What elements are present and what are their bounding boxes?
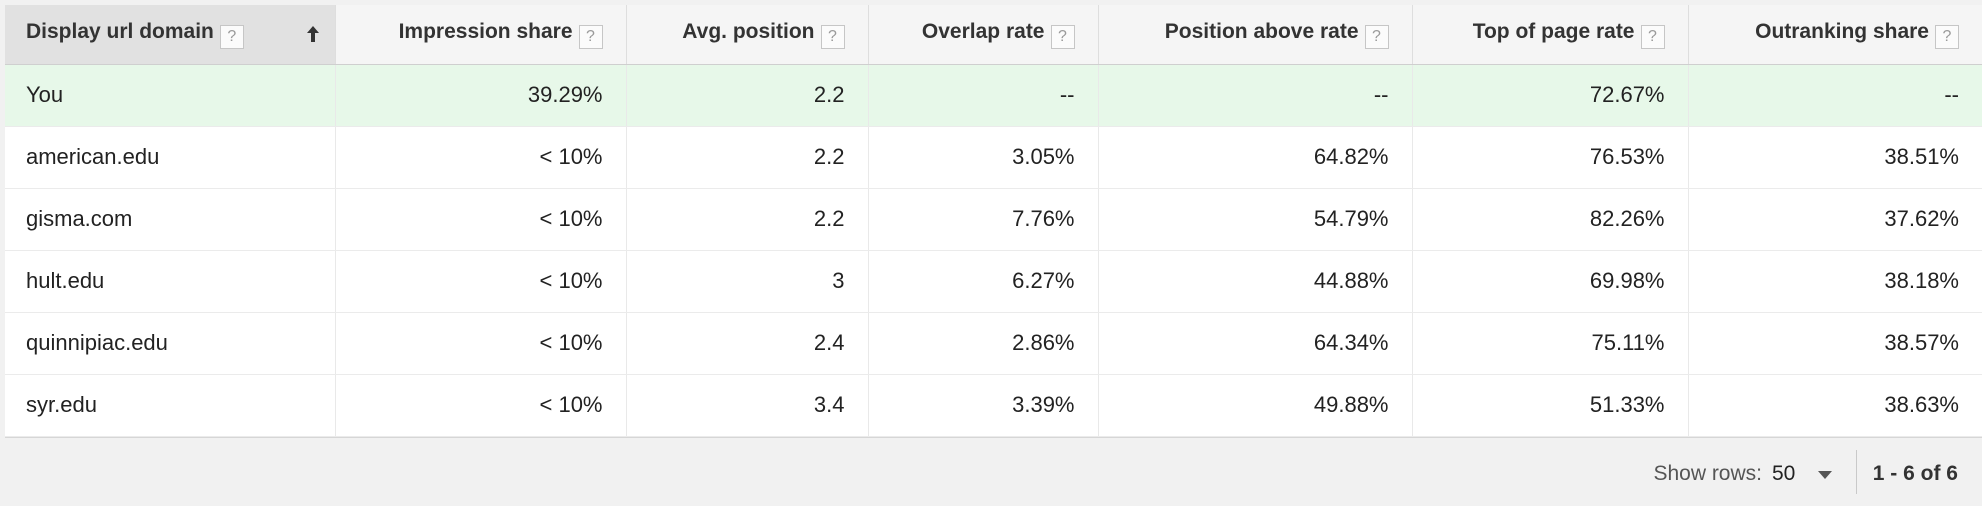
cell-domain: gisma.com bbox=[5, 188, 336, 251]
cell-top-of-page-rate: 51.33% bbox=[1412, 374, 1689, 437]
column-header-label: Outranking share bbox=[1755, 19, 1929, 43]
cell-avg-position: 3.4 bbox=[626, 374, 869, 437]
cell-impression-share: < 10% bbox=[335, 312, 627, 375]
cell-domain: hult.edu bbox=[5, 250, 336, 313]
cell-overlap-rate: 3.39% bbox=[868, 374, 1099, 437]
cell-domain: syr.edu bbox=[5, 374, 336, 437]
cell-top-of-page-rate: 75.11% bbox=[1412, 312, 1689, 375]
cell-impression-share: < 10% bbox=[335, 126, 627, 189]
table-row: gisma.com < 10% 2.2 7.76% 54.79% 82.26% … bbox=[5, 188, 1982, 251]
cell-position-above-rate: 54.79% bbox=[1098, 188, 1413, 251]
help-icon[interactable]: ? bbox=[1364, 24, 1389, 49]
table-header-row: Display url domain? Impression share? Av… bbox=[5, 5, 1982, 65]
column-header-label: Overlap rate bbox=[921, 19, 1045, 43]
help-icon[interactable]: ? bbox=[1640, 24, 1665, 49]
cell-outranking-share: 37.62% bbox=[1688, 188, 1982, 251]
cell-avg-position: 2.2 bbox=[626, 188, 869, 251]
cell-top-of-page-rate: 82.26% bbox=[1412, 188, 1689, 251]
column-header-label: Top of page rate bbox=[1472, 19, 1635, 43]
help-icon[interactable]: ? bbox=[820, 24, 845, 49]
cell-position-above-rate: -- bbox=[1098, 64, 1413, 127]
cell-top-of-page-rate: 72.67% bbox=[1412, 64, 1689, 127]
cell-domain: quinnipiac.edu bbox=[5, 312, 336, 375]
cell-overlap-rate: 6.27% bbox=[868, 250, 1099, 313]
table-row: syr.edu < 10% 3.4 3.39% 49.88% 51.33% 38… bbox=[5, 374, 1982, 437]
chevron-down-icon[interactable] bbox=[1818, 471, 1832, 479]
table-footer: Show rows: 50 1 - 6 of 6 bbox=[5, 437, 1982, 506]
cell-overlap-rate: 2.86% bbox=[868, 312, 1099, 375]
help-icon[interactable]: ? bbox=[578, 24, 603, 49]
column-header-position-above-rate[interactable]: Position above rate? bbox=[1098, 5, 1413, 65]
cell-avg-position: 3 bbox=[626, 250, 869, 313]
column-header-display-url-domain[interactable]: Display url domain? bbox=[5, 5, 336, 65]
help-icon[interactable]: ? bbox=[219, 24, 244, 49]
cell-top-of-page-rate: 69.98% bbox=[1412, 250, 1689, 313]
arrow-up-icon[interactable] bbox=[303, 23, 323, 45]
cell-overlap-rate: 3.05% bbox=[868, 126, 1099, 189]
cell-position-above-rate: 44.88% bbox=[1098, 250, 1413, 313]
cell-overlap-rate: -- bbox=[868, 64, 1099, 127]
column-header-impression-share[interactable]: Impression share? bbox=[335, 5, 627, 65]
cell-domain: You bbox=[5, 64, 336, 127]
footer-divider bbox=[1856, 450, 1857, 494]
table-row: quinnipiac.edu < 10% 2.4 2.86% 64.34% 75… bbox=[5, 312, 1982, 375]
rows-per-page-value: 50 bbox=[1772, 462, 1796, 485]
cell-outranking-share: 38.51% bbox=[1688, 126, 1982, 189]
rows-per-page-select[interactable]: 50 bbox=[1772, 462, 1832, 486]
column-header-avg-position[interactable]: Avg. position? bbox=[626, 5, 869, 65]
cell-outranking-share: 38.57% bbox=[1688, 312, 1982, 375]
column-header-label: Impression share bbox=[398, 19, 573, 43]
column-header-label: Display url domain bbox=[26, 19, 214, 43]
auction-insights-table: Display url domain? Impression share? Av… bbox=[5, 5, 1982, 437]
cell-impression-share: < 10% bbox=[335, 374, 627, 437]
help-icon[interactable]: ? bbox=[1935, 24, 1959, 49]
cell-avg-position: 2.2 bbox=[626, 64, 869, 127]
cell-avg-position: 2.2 bbox=[626, 126, 869, 189]
cell-impression-share: < 10% bbox=[335, 250, 627, 313]
column-header-label: Avg. position bbox=[682, 19, 815, 43]
table-row: hult.edu < 10% 3 6.27% 44.88% 69.98% 38.… bbox=[5, 250, 1982, 313]
table-row-you: You 39.29% 2.2 -- -- 72.67% -- bbox=[5, 64, 1982, 127]
cell-impression-share: 39.29% bbox=[335, 64, 627, 127]
cell-avg-position: 2.4 bbox=[626, 312, 869, 375]
cell-outranking-share: 38.18% bbox=[1688, 250, 1982, 313]
column-header-top-of-page-rate[interactable]: Top of page rate? bbox=[1412, 5, 1689, 65]
cell-position-above-rate: 64.82% bbox=[1098, 126, 1413, 189]
help-icon[interactable]: ? bbox=[1050, 24, 1075, 49]
column-header-overlap-rate[interactable]: Overlap rate? bbox=[868, 5, 1099, 65]
cell-position-above-rate: 64.34% bbox=[1098, 312, 1413, 375]
column-header-outranking-share[interactable]: Outranking share? bbox=[1688, 5, 1982, 65]
pagination-summary: 1 - 6 of 6 bbox=[1872, 462, 1958, 485]
cell-impression-share: < 10% bbox=[335, 188, 627, 251]
cell-position-above-rate: 49.88% bbox=[1098, 374, 1413, 437]
cell-domain: american.edu bbox=[5, 126, 336, 189]
cell-outranking-share: 38.63% bbox=[1688, 374, 1982, 437]
table-row: american.edu < 10% 2.2 3.05% 64.82% 76.5… bbox=[5, 126, 1982, 189]
show-rows-label: Show rows: bbox=[1653, 462, 1762, 485]
cell-outranking-share: -- bbox=[1688, 64, 1982, 127]
column-header-label: Position above rate bbox=[1164, 19, 1359, 43]
cell-overlap-rate: 7.76% bbox=[868, 188, 1099, 251]
cell-top-of-page-rate: 76.53% bbox=[1412, 126, 1689, 189]
